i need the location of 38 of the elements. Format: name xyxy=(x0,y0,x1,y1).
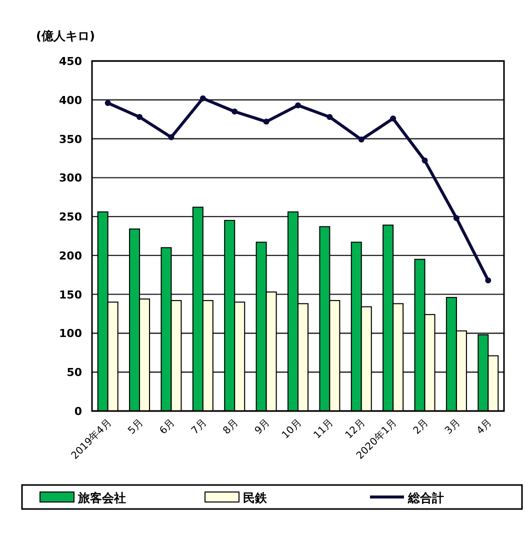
x-tick-label: 3月 xyxy=(443,417,463,437)
legend-label: 総合計 xyxy=(407,491,444,505)
x-tick-label: 6月 xyxy=(158,417,178,437)
y-tick-label: 300 xyxy=(59,172,82,185)
x-tick-label: 2月 xyxy=(412,417,431,437)
point xyxy=(104,100,111,106)
point xyxy=(295,102,301,108)
y-tick-label: 150 xyxy=(59,288,82,302)
y-tick-label: 0 xyxy=(74,405,82,418)
x-tick-label: 5月 xyxy=(126,417,146,437)
y-tick-label: 200 xyxy=(59,249,82,262)
point xyxy=(422,158,428,164)
x-tick-label: 11月 xyxy=(312,417,336,442)
point xyxy=(485,277,492,284)
point xyxy=(200,95,206,102)
y-tick-label: 400 xyxy=(59,94,82,107)
x-tick-label: 10月 xyxy=(280,417,304,442)
point xyxy=(136,114,143,120)
y-tick-label: 350 xyxy=(59,132,82,146)
point xyxy=(453,215,460,222)
point xyxy=(263,118,270,125)
point xyxy=(168,134,174,140)
point xyxy=(232,108,238,115)
y-tick-label: 250 xyxy=(59,210,82,224)
point xyxy=(358,136,364,143)
x-tick-label: 9月 xyxy=(253,417,272,437)
legend-label: 民鉄 xyxy=(243,491,268,505)
x-tick-label: 12月 xyxy=(344,417,368,442)
point xyxy=(326,114,333,120)
x-tick-label: 4月 xyxy=(474,417,494,437)
y-tick-label: 450 xyxy=(59,55,82,68)
y-axis-title: (億人キロ) xyxy=(36,29,95,43)
x-tick-label: 8月 xyxy=(221,417,241,437)
y-tick-label: 50 xyxy=(66,366,82,380)
legend-label: 旅客会社 xyxy=(77,491,126,505)
y-tick-label: 100 xyxy=(59,327,82,340)
point xyxy=(390,116,396,122)
x-tick-label: 7月 xyxy=(190,417,210,437)
